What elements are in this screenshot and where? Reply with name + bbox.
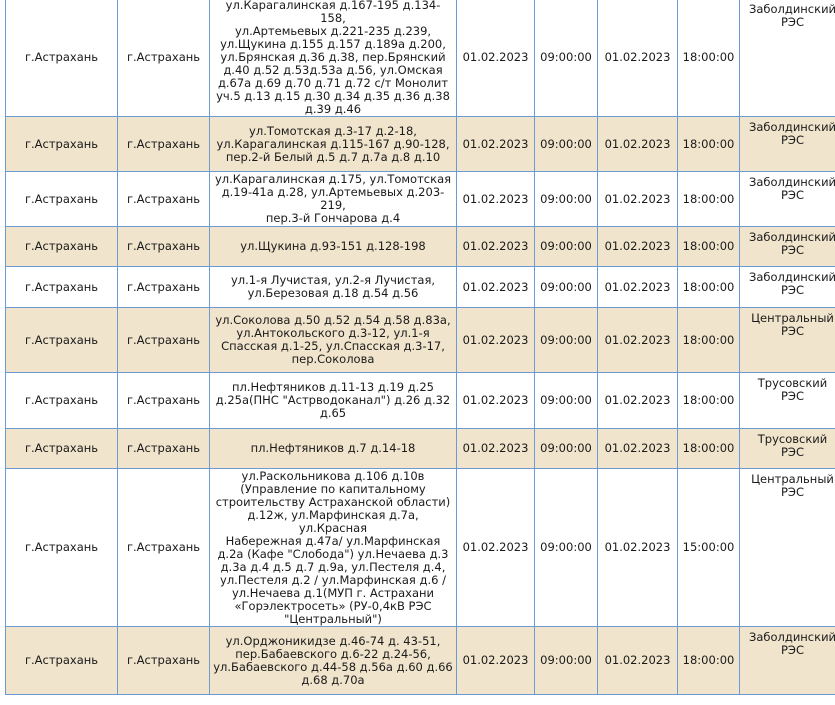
settlement-cell: г.Астрахань xyxy=(117,226,210,267)
settlement-cell: г.Астрахань xyxy=(117,116,210,172)
start-time-cell: 09:00:00 xyxy=(534,428,598,469)
table-row: г.Астрахань г.Астрахань ул.Орджоникидзе д.… xyxy=(5,626,835,695)
end-time-cell: 18:00:00 xyxy=(677,226,740,267)
start-date-cell: 01.02.2023 xyxy=(456,0,535,117)
res-cell: Заболдинский РЭС xyxy=(739,626,835,695)
table-row: г.Астрахань г.Астрахань ул.Карагалинская д… xyxy=(5,0,835,117)
start-date-cell: 01.02.2023 xyxy=(456,372,535,429)
end-time-cell: 18:00:00 xyxy=(677,372,740,429)
res-cell: Центральный РЭС xyxy=(739,468,835,627)
end-time-cell: 18:00:00 xyxy=(677,116,740,172)
end-time-cell: 18:00:00 xyxy=(677,266,740,308)
end-date-cell: 01.02.2023 xyxy=(597,372,678,429)
end-time-cell: 18:00:00 xyxy=(677,0,740,117)
address-cell: ул.Соколова д.50 д.52 д.54 д.58 д.83а, у… xyxy=(209,307,457,373)
settlement-cell: г.Астрахань xyxy=(117,428,210,469)
table-row: г.Астрахань г.Астрахань ул.Томотская д.3-1… xyxy=(5,116,835,172)
locality-cell: г.Астрахань xyxy=(5,372,118,429)
res-cell: Заболдинский РЭС xyxy=(739,171,835,227)
settlement-cell: г.Астрахань xyxy=(117,372,210,429)
settlement-cell: г.Астрахань xyxy=(117,266,210,308)
start-date-cell: 01.02.2023 xyxy=(456,226,535,267)
end-date-cell: 01.02.2023 xyxy=(597,116,678,172)
locality-cell: г.Астрахань xyxy=(5,626,118,695)
res-cell: Заболдинский РЭС xyxy=(739,0,835,117)
start-time-cell: 09:00:00 xyxy=(534,372,598,429)
end-date-cell: 01.02.2023 xyxy=(597,0,678,117)
res-cell: Заболдинский РЭС xyxy=(739,116,835,172)
table-row: г.Астрахань г.Астрахань пл.Нефтяников д.11… xyxy=(5,372,835,429)
table-row: г.Астрахань г.Астрахань ул.Щукина д.93-151… xyxy=(5,226,835,267)
end-time-cell: 15:00:00 xyxy=(677,468,740,627)
end-date-cell: 01.02.2023 xyxy=(597,171,678,227)
table-row: г.Астрахань г.Астрахань пл.Нефтяников д.7 … xyxy=(5,428,835,469)
address-cell: ул.Карагалинская д.175, ул.Томотская д.1… xyxy=(209,171,457,227)
address-cell: ул.Орджоникидзе д.46-74 д. 43-51, пер.Ба… xyxy=(209,626,457,695)
start-date-cell: 01.02.2023 xyxy=(456,428,535,469)
locality-cell: г.Астрахань xyxy=(5,226,118,267)
address-cell: ул.Томотская д.3-17 д.2-18, ул.Карагалин… xyxy=(209,116,457,172)
end-date-cell: 01.02.2023 xyxy=(597,626,678,695)
address-cell: пл.Нефтяников д.7 д.14-18 xyxy=(209,428,457,469)
end-time-cell: 18:00:00 xyxy=(677,428,740,469)
locality-cell: г.Астрахань xyxy=(5,0,118,117)
start-date-cell: 01.02.2023 xyxy=(456,307,535,373)
res-cell: Заболдинский РЭС xyxy=(739,266,835,308)
settlement-cell: г.Астрахань xyxy=(117,171,210,227)
start-date-cell: 01.02.2023 xyxy=(456,626,535,695)
end-time-cell: 18:00:00 xyxy=(677,171,740,227)
end-time-cell: 18:00:00 xyxy=(677,307,740,373)
start-date-cell: 01.02.2023 xyxy=(456,116,535,172)
address-cell: ул.Раскольникова д.106 д.10в (Управление… xyxy=(209,468,457,627)
table-row: г.Астрахань г.Астрахань ул.Соколова д.50 д… xyxy=(5,307,835,373)
res-cell: Трусовский РЭС xyxy=(739,428,835,469)
end-date-cell: 01.02.2023 xyxy=(597,226,678,267)
settlement-cell: г.Астрахань xyxy=(117,0,210,117)
locality-cell: г.Астрахань xyxy=(5,428,118,469)
res-cell: Центральный РЭС xyxy=(739,307,835,373)
end-date-cell: 01.02.2023 xyxy=(597,428,678,469)
locality-cell: г.Астрахань xyxy=(5,468,118,627)
settlement-cell: г.Астрахань xyxy=(117,626,210,695)
settlement-cell: г.Астрахань xyxy=(117,307,210,373)
address-cell: пл.Нефтяников д.11-13 д.19 д.25 д.25а(ПН… xyxy=(209,372,457,429)
table-row: г.Астрахань г.Астрахань ул.1-я Лучистая, у… xyxy=(5,266,835,308)
start-time-cell: 09:00:00 xyxy=(534,0,598,117)
start-date-cell: 01.02.2023 xyxy=(456,266,535,308)
settlement-cell: г.Астрахань xyxy=(117,468,210,627)
res-cell: Заболдинский РЭС xyxy=(739,226,835,267)
end-date-cell: 01.02.2023 xyxy=(597,307,678,373)
end-date-cell: 01.02.2023 xyxy=(597,266,678,308)
start-time-cell: 09:00:00 xyxy=(534,171,598,227)
end-date-cell: 01.02.2023 xyxy=(597,468,678,627)
start-date-cell: 01.02.2023 xyxy=(456,171,535,227)
address-cell: ул.Щукина д.93-151 д.128-198 xyxy=(209,226,457,267)
start-time-cell: 09:00:00 xyxy=(534,226,598,267)
locality-cell: г.Астрахань xyxy=(5,171,118,227)
start-date-cell: 01.02.2023 xyxy=(456,468,535,627)
start-time-cell: 09:00:00 xyxy=(534,116,598,172)
table-row: г.Астрахань г.Астрахань ул.Раскольникова д… xyxy=(5,468,835,627)
start-time-cell: 09:00:00 xyxy=(534,468,598,627)
start-time-cell: 09:00:00 xyxy=(534,307,598,373)
address-cell: ул.Карагалинская д.167-195 д.134-158, ул… xyxy=(209,0,457,117)
outage-schedule-table: г.Астрахань г.Астрахань ул.Карагалинская д… xyxy=(5,0,835,695)
locality-cell: г.Астрахань xyxy=(5,116,118,172)
table-row: г.Астрахань г.Астрахань ул.Карагалинская д… xyxy=(5,171,835,227)
locality-cell: г.Астрахань xyxy=(5,266,118,308)
locality-cell: г.Астрахань xyxy=(5,307,118,373)
address-cell: ул.1-я Лучистая, ул.2-я Лучистая, ул.Бер… xyxy=(209,266,457,308)
end-time-cell: 18:00:00 xyxy=(677,626,740,695)
res-cell: Трусовский РЭС xyxy=(739,372,835,429)
start-time-cell: 09:00:00 xyxy=(534,266,598,308)
start-time-cell: 09:00:00 xyxy=(534,626,598,695)
